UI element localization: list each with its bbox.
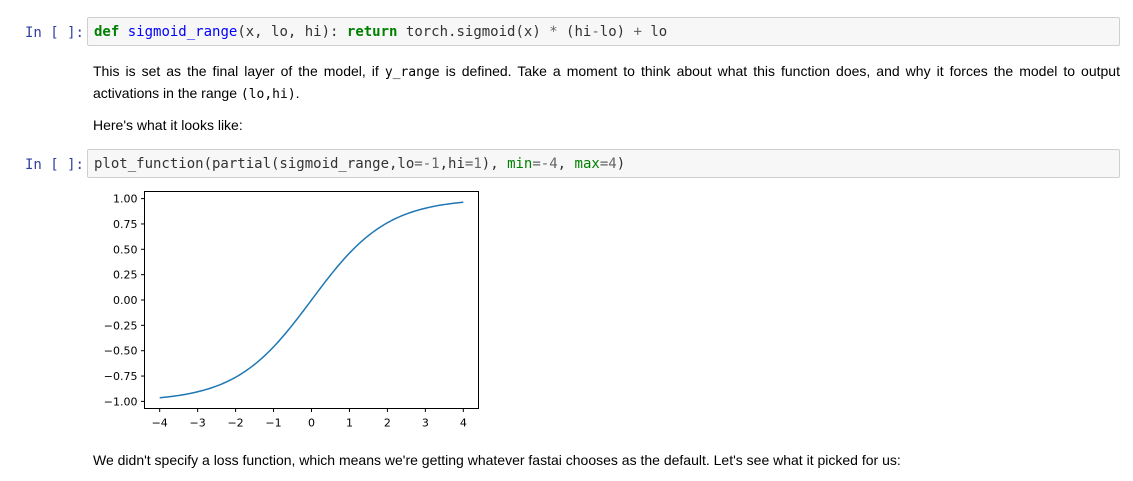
code-text[interactable]: plot_function(partial(sigmoid_range,lo=-… [94,156,625,172]
md-text: This is set as the final layer of the mo… [93,63,385,79]
code-operator: + [633,24,642,40]
code-function-name: sigmoid_range [127,24,238,40]
code-body: plot_function(partial(sigmoid_range,lo [94,156,415,172]
x-tick-label: −4 [152,417,168,430]
x-tick-label: 0 [308,417,315,430]
code-body: ,hi [439,156,465,172]
md-text: is defined. Take a moment to think about… [93,63,1120,101]
code-body: torch.sigmoid(x) [397,24,550,40]
x-tick-label: −3 [190,417,206,430]
cell-prompt: In [ ]: [24,25,84,41]
y-tick-label: 1.00 [113,193,138,206]
code-editor[interactable]: def sigmoid_range(x, lo, hi): return tor… [87,17,1120,46]
y-tick-label: 0.75 [113,218,138,231]
code-body: lo) [599,24,634,40]
code-number: 4 [608,156,617,172]
code-cell-plot-function[interactable]: In [ ]: plot_function(partial(sigmoid_ra… [0,149,1133,179]
sigmoid-range-plot: 1.00 0.75 0.50 0.25 0.00 −0.25 −0.50 −0.75 −1.00… [104,191,479,430]
code-operator: = [532,156,541,172]
x-tick-label: 1 [346,417,353,430]
previous-cell-cutoff [90,0,490,1]
y-tick-label: 0.00 [113,294,138,307]
code-operator: - [591,24,600,40]
y-tick-label: −0.25 [104,319,138,332]
code-operator: * [549,24,558,40]
x-tick-label: −1 [265,417,281,430]
x-tick-label: 2 [384,417,391,430]
y-tick-label: −0.75 [104,370,138,383]
code-body: ) [616,156,626,172]
cell-prompt: In [ ]: [24,157,84,173]
code-kwarg-max: max [574,156,600,172]
y-tick-label: −1.00 [104,395,138,408]
code-operator: = [414,156,423,172]
x-tick-label: −2 [227,417,243,430]
code-number: -4 [540,156,558,172]
code-body: (hi [557,24,592,40]
code-kwarg-min: min [507,156,533,172]
x-tick-label: 3 [422,417,429,430]
code-number: 1 [473,156,482,172]
code-body: ), [481,156,508,172]
inline-code-lo-hi: (lo,hi) [240,87,296,102]
code-operator: = [464,156,474,172]
markdown-paragraph-loss-function: We didn't specify a loss function, which… [93,452,901,468]
x-tick-label: 4 [460,417,467,430]
code-editor[interactable]: plot_function(partial(sigmoid_range,lo=-… [87,149,1120,178]
inline-code-y-range: y_range [384,65,440,80]
code-keyword-return: return [346,24,398,40]
x-axis: −4 −3 −2 −1 0 1 2 3 4 [152,408,467,430]
md-text: . [295,85,300,101]
code-text[interactable]: def sigmoid_range(x, lo, hi): return tor… [94,24,667,40]
markdown-paragraph-sigmoid-explanation: This is set as the final layer of the mo… [93,61,1120,105]
sigmoid-curve [159,201,464,399]
code-body: lo [641,24,668,40]
markdown-paragraph-looks-like: Here's what it looks like: [93,117,243,133]
y-tick-label: −0.50 [104,345,138,358]
y-tick-label: 0.50 [113,243,138,256]
code-params: (x, lo, hi): [237,24,347,40]
code-body: , [557,156,575,172]
y-axis: 1.00 0.75 0.50 0.25 0.00 −0.25 −0.50 −0.75 −1.00 [104,193,145,408]
code-number: -1 [422,156,440,172]
code-cell-sigmoid-range[interactable]: In [ ]: def sigmoid_range(x, lo, hi): re… [0,17,1133,47]
code-keyword-def: def [94,24,120,40]
y-tick-label: 0.25 [113,269,138,282]
code-operator: = [599,156,609,172]
